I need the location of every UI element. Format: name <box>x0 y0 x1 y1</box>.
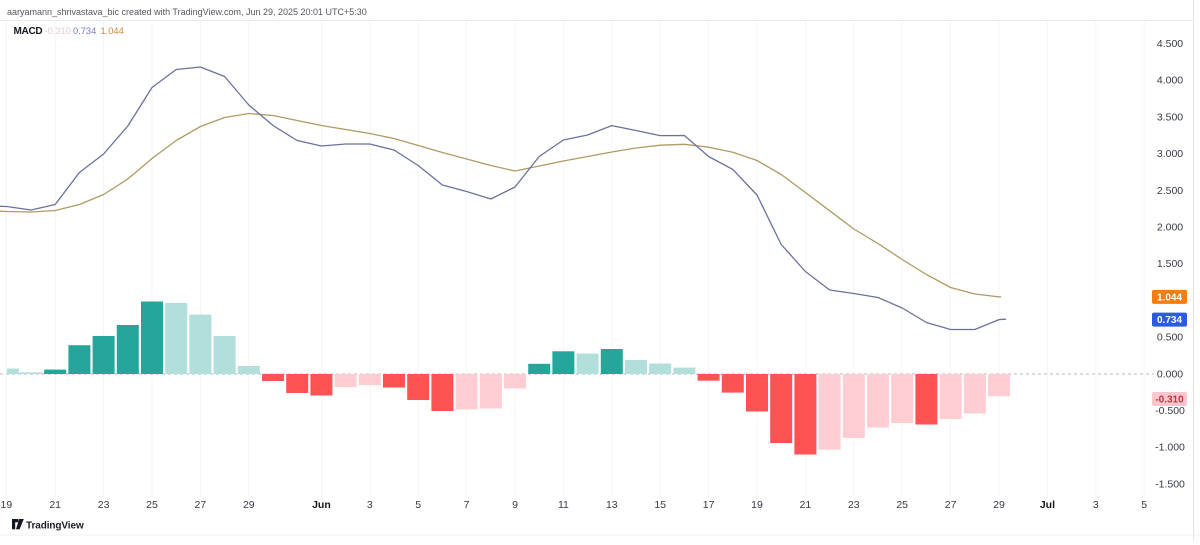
svg-text:9: 9 <box>512 499 518 511</box>
svg-text:3.500: 3.500 <box>1157 111 1183 123</box>
svg-text:0.734: 0.734 <box>1157 315 1182 326</box>
svg-text:27: 27 <box>945 499 957 511</box>
svg-text:TradingView: TradingView <box>26 521 84 532</box>
svg-text:4.000: 4.000 <box>1157 75 1183 87</box>
svg-text:MACD: MACD <box>14 26 43 37</box>
svg-text:-1.000: -1.000 <box>1155 442 1185 454</box>
svg-text:1.500: 1.500 <box>1157 258 1183 270</box>
svg-text:21: 21 <box>800 499 812 511</box>
svg-text:5: 5 <box>1141 499 1147 511</box>
svg-text:4.500: 4.500 <box>1157 38 1183 50</box>
svg-text:17: 17 <box>703 499 715 511</box>
svg-text:21: 21 <box>49 499 61 511</box>
svg-text:Jun: Jun <box>312 499 331 511</box>
svg-text:3: 3 <box>367 499 373 511</box>
svg-text:5: 5 <box>415 499 421 511</box>
svg-text:-0.310: -0.310 <box>45 26 71 36</box>
svg-text:-0.310: -0.310 <box>1155 395 1184 406</box>
svg-text:-0.500: -0.500 <box>1155 405 1185 417</box>
svg-text:13: 13 <box>606 499 618 511</box>
svg-text:29: 29 <box>243 499 255 511</box>
svg-text:2.500: 2.500 <box>1157 185 1183 197</box>
svg-text:23: 23 <box>848 499 860 511</box>
svg-text:3.000: 3.000 <box>1157 148 1183 160</box>
svg-text:Jul: Jul <box>1040 499 1055 511</box>
svg-text:-1.500: -1.500 <box>1155 478 1185 490</box>
svg-text:0.500: 0.500 <box>1157 332 1183 344</box>
svg-text:3: 3 <box>1093 499 1099 511</box>
svg-text:11: 11 <box>558 499 569 511</box>
svg-text:0.000: 0.000 <box>1157 368 1183 380</box>
svg-text:1.044: 1.044 <box>101 26 124 36</box>
svg-text:23: 23 <box>98 499 110 511</box>
svg-text:2.000: 2.000 <box>1157 222 1183 234</box>
svg-text:19: 19 <box>751 499 763 511</box>
svg-text:19: 19 <box>1 499 13 511</box>
svg-text:15: 15 <box>654 499 666 511</box>
svg-text:1.044: 1.044 <box>1157 293 1182 304</box>
svg-text:0.734: 0.734 <box>73 26 96 36</box>
svg-text:aaryamann_shrivastava_bic crea: aaryamann_shrivastava_bic created with T… <box>7 7 367 17</box>
svg-text:7: 7 <box>464 499 470 511</box>
svg-text:27: 27 <box>195 499 207 511</box>
svg-text:29: 29 <box>993 499 1005 511</box>
svg-text:25: 25 <box>146 499 158 511</box>
svg-text:25: 25 <box>896 499 908 511</box>
